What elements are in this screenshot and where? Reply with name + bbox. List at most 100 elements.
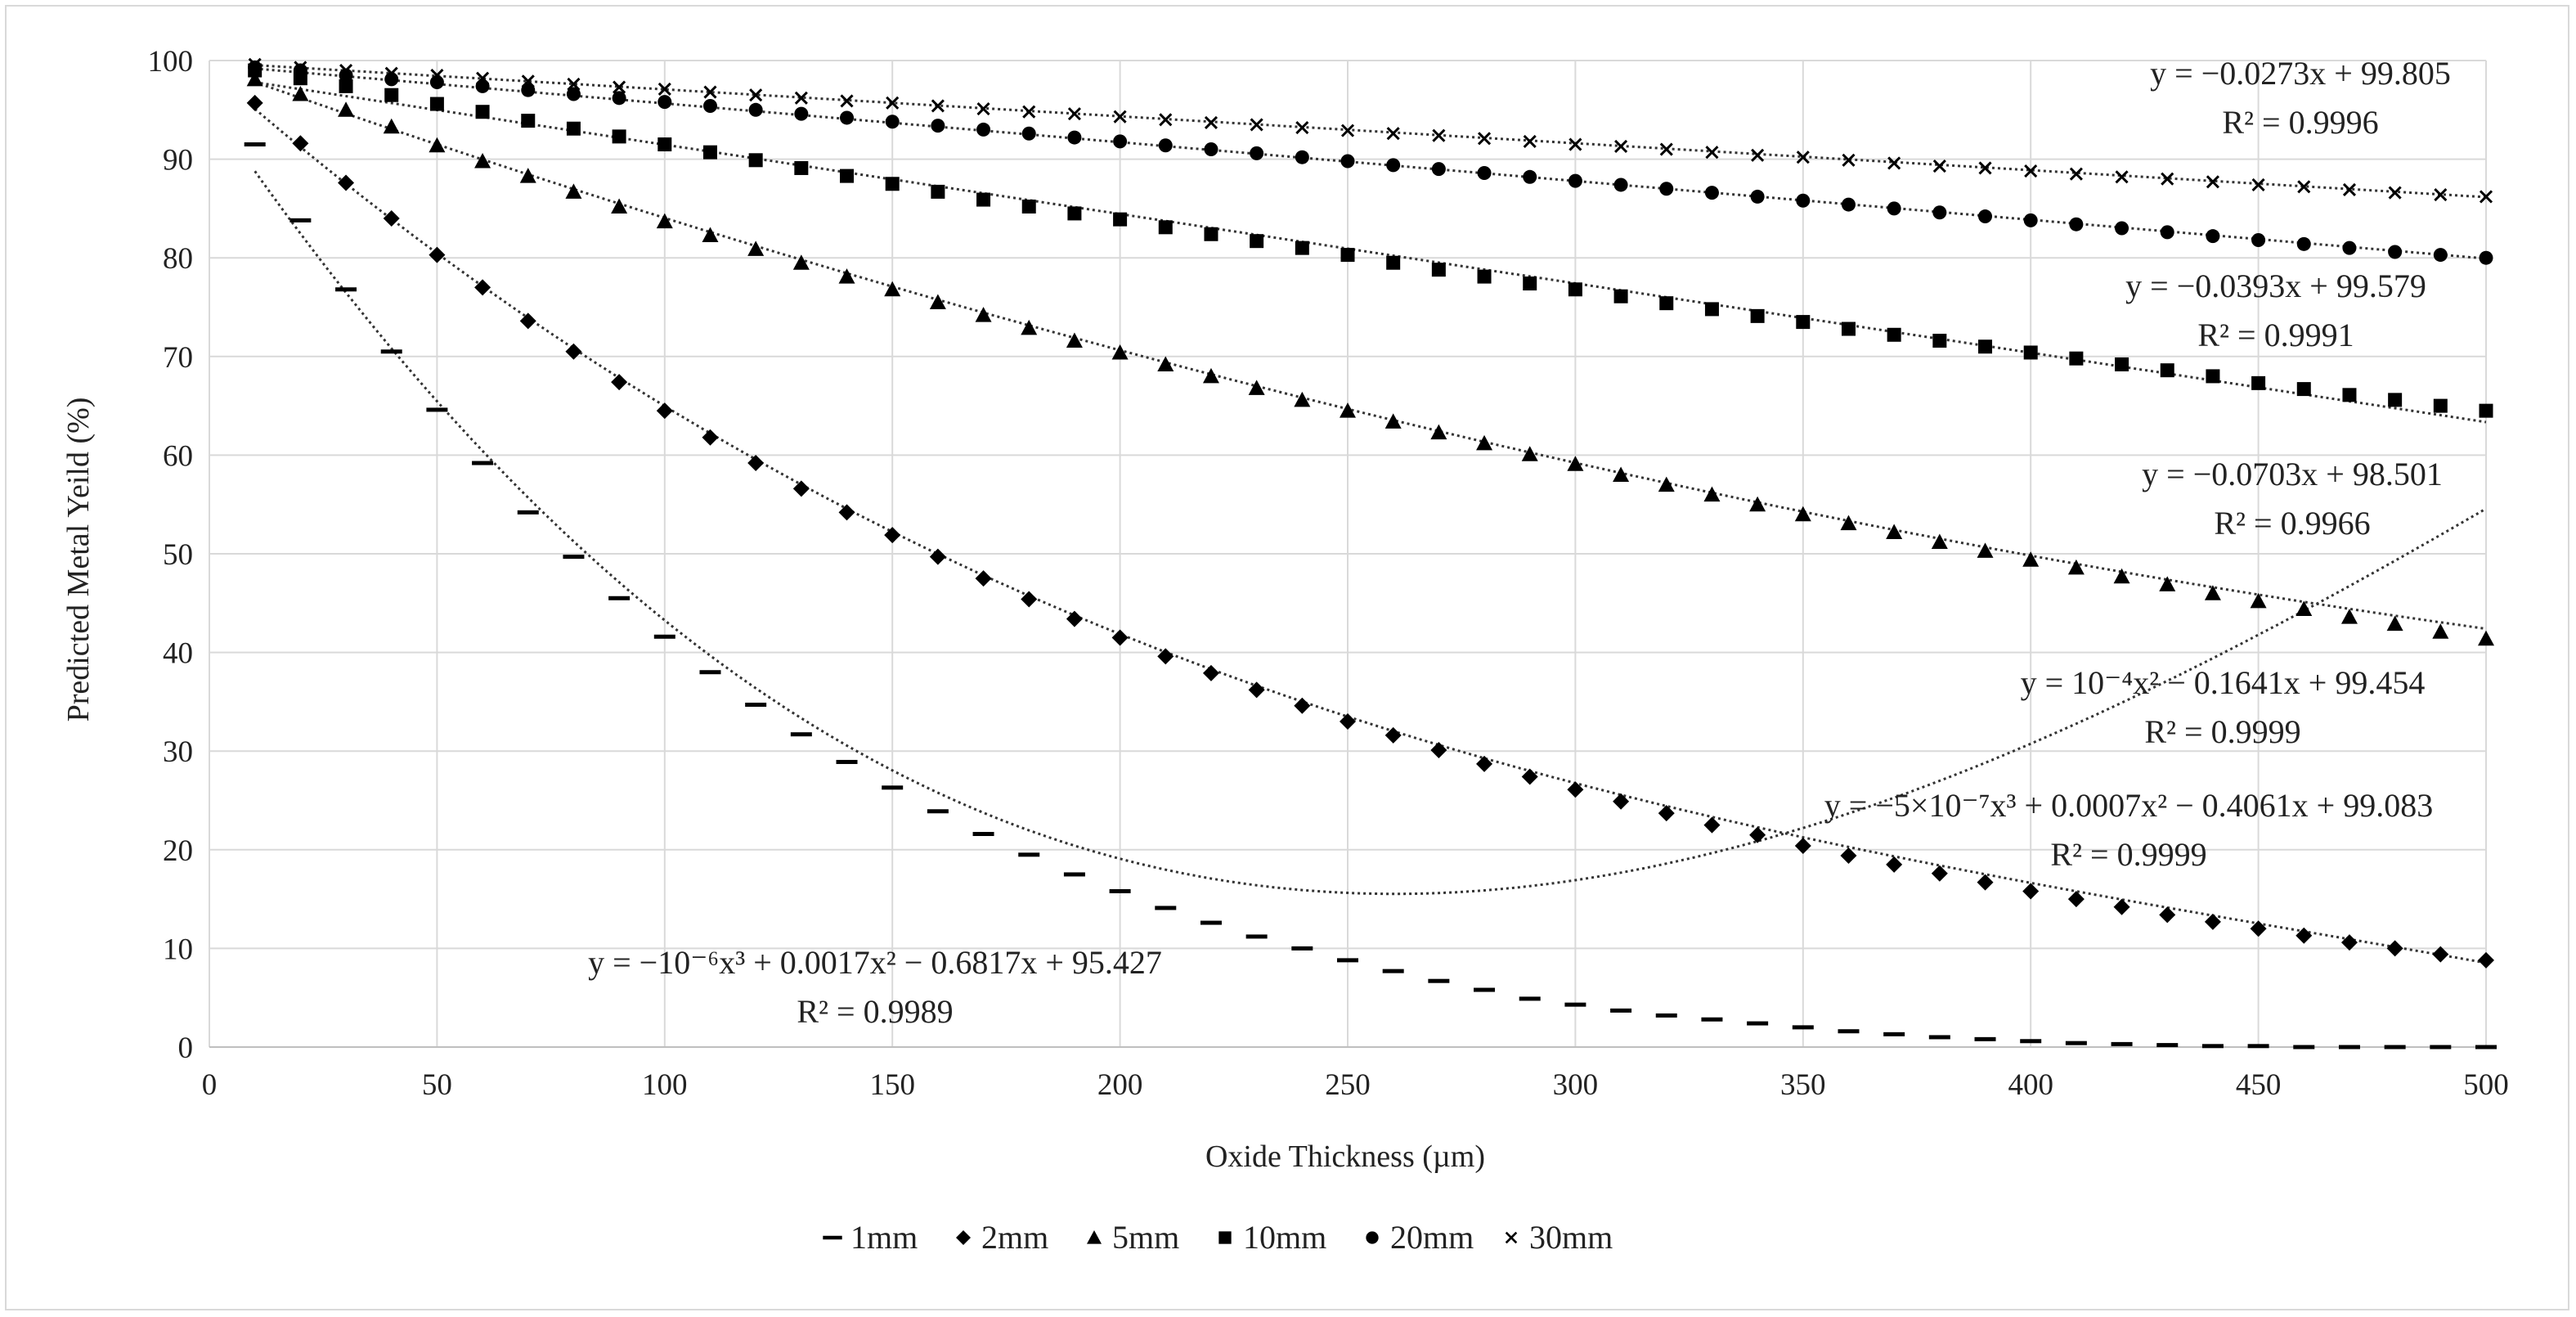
point-1mm [1655,1013,1677,1018]
point-1mm [1519,996,1541,1001]
point-1mm [836,759,858,764]
point-2mm [2204,913,2221,930]
point-2mm [1977,874,1994,891]
point-20mm [1340,154,1355,169]
point-20mm [1932,205,1947,220]
point-5mm [2432,623,2449,639]
legend-marker-20mm [1366,1231,1379,1244]
point-20mm [1067,130,1082,145]
point-30mm [1159,113,1173,127]
point-30mm [248,57,262,71]
point-5mm [1886,524,1903,539]
y-tick-label: 40 [163,637,193,671]
point-20mm [2115,221,2129,236]
point-1mm [1200,920,1222,925]
point-20mm [794,106,809,121]
point-5mm [1613,466,1630,483]
point-5mm [429,137,446,153]
legend: 1mm 2mm 5mm 10mm 20mm 30mm [823,1219,1613,1256]
point-5mm [2159,576,2176,591]
point-5mm [792,254,810,270]
x-tick-label: 450 [2236,1068,2282,1102]
point-20mm [1523,169,1537,184]
point-10mm [1796,315,1811,330]
point-10mm [1523,276,1537,291]
point-1mm [289,218,312,222]
markers [244,57,2497,1050]
point-1mm [1428,978,1450,983]
point-1mm [882,785,904,790]
point-1mm [1063,872,1085,877]
point-1mm [1109,888,1131,893]
point-2mm [2022,883,2040,900]
point-1mm [1337,958,1358,963]
point-2mm [929,548,946,565]
point-10mm [1841,321,1856,336]
trendline-10mm [254,81,2487,424]
point-5mm [1931,533,1948,550]
point-30mm [613,80,626,94]
legend-marker-2mm [956,1230,971,1245]
point-20mm [1021,126,1036,141]
equation-2mm-r2: R² = 0.9999 [2050,836,2206,873]
point-5mm [1476,434,1493,451]
point-2mm [1749,826,1766,843]
equation-30mm-r2: R² = 0.9996 [2222,104,2378,141]
equation-20mm-r2: R² = 0.9991 [2197,317,2354,353]
legend-item-30mm: 30mm [1505,1219,1613,1256]
point-5mm [702,227,719,242]
trendline-30mm [254,64,2487,199]
legend-label-10mm: 10mm [1243,1219,1326,1256]
point-10mm [885,177,900,191]
point-20mm [2342,240,2357,255]
gridlines [209,60,2487,1048]
point-5mm [565,183,582,199]
legend-item-1mm: 1mm [823,1219,918,1256]
point-30mm [840,94,854,108]
y-tick-label: 50 [163,538,193,572]
point-20mm [521,83,536,97]
point-20mm [1250,146,1264,160]
point-1mm [2020,1039,2042,1044]
point-30mm [2206,175,2219,189]
x-tick-label: 350 [1780,1068,1826,1102]
x-axis-title: Oxide Thickness (µm) [1205,1139,1485,1174]
point-5mm [975,307,992,322]
point-1mm [2384,1045,2406,1050]
point-10mm [2206,369,2220,384]
point-10mm [1568,282,1582,297]
legend-marker-5mm [1087,1230,1102,1244]
legend-label-20mm: 20mm [1390,1219,1474,1256]
point-1mm [608,596,631,600]
point-20mm [748,102,763,117]
point-10mm [1431,263,1446,277]
x-tick-label: 250 [1325,1068,1371,1102]
point-30mm [1932,159,1946,173]
legend-marker-30mm [1505,1231,1518,1244]
point-2mm [975,570,992,587]
point-30mm [1295,120,1309,135]
point-30mm [1796,151,1810,164]
point-1mm [699,670,721,675]
point-10mm [657,137,672,152]
point-10mm [2160,363,2174,378]
point-20mm [1477,165,1492,180]
point-10mm [1477,269,1492,284]
x-tick-label: 150 [869,1068,915,1102]
point-30mm [1568,137,1582,151]
point-30mm [2115,170,2129,184]
point-20mm [2023,213,2038,227]
y-tick-label: 0 [178,1032,194,1065]
equation-10mm-trendline: y = −0.0703x + 98.501 [2142,456,2443,492]
legend-item-2mm: 2mm [956,1219,1048,1256]
legend-item-5mm: 5mm [1087,1219,1179,1256]
point-30mm [1751,148,1765,162]
point-30mm [749,88,763,102]
point-2mm [884,527,901,544]
point-20mm [657,95,672,110]
point-2mm [1111,629,1129,646]
point-30mm [2479,190,2493,204]
point-2mm [2386,940,2403,957]
point-20mm [1295,150,1309,164]
point-20mm [976,122,991,137]
